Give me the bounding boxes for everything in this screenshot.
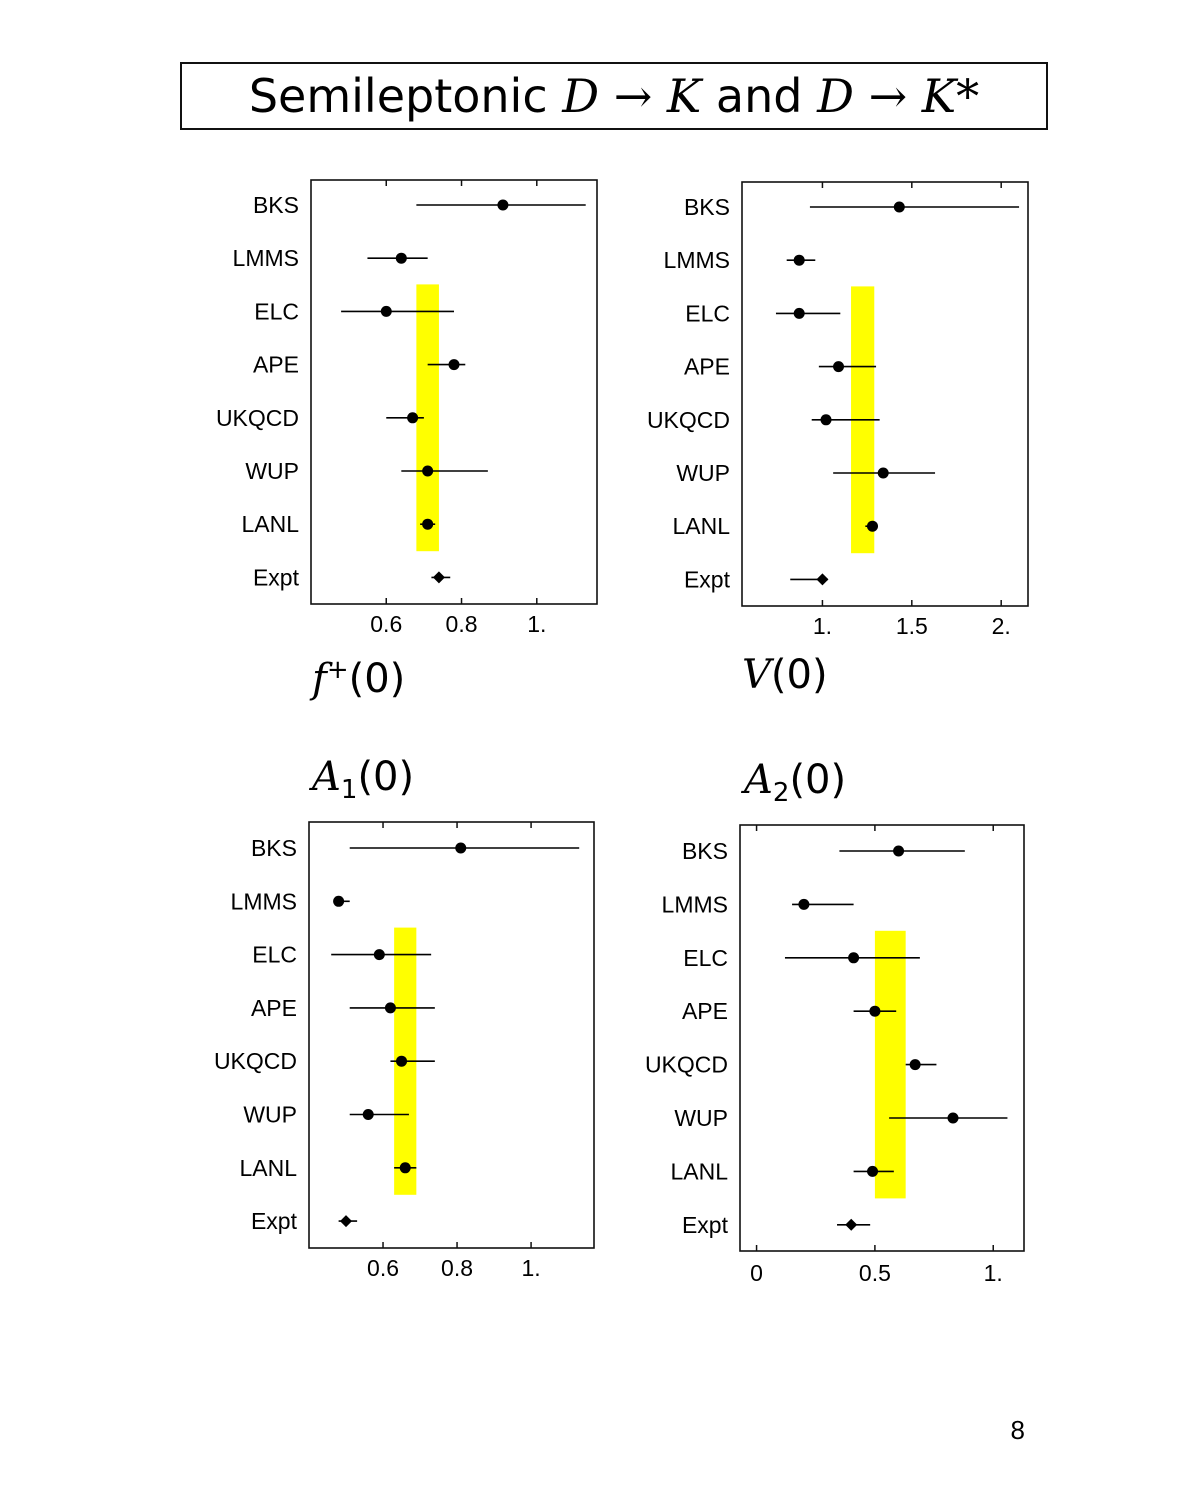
x-tick-label: 0.6: [370, 611, 402, 637]
data-point: [380, 305, 392, 317]
axis-variable-label: A2(0): [740, 757, 846, 808]
reference-band: [874, 930, 906, 1199]
title-conj: and: [715, 69, 803, 123]
x-tick-label: 0.6: [367, 1255, 399, 1281]
category-label: APE: [253, 352, 299, 378]
category-label: LMMS: [664, 247, 730, 273]
title-process-2: D → K*: [817, 69, 980, 123]
category-label: LANL: [672, 513, 730, 539]
category-label: WUP: [245, 458, 299, 484]
data-point: [448, 359, 460, 371]
category-label: APE: [682, 998, 728, 1024]
category-label: UKQCD: [645, 1052, 728, 1078]
plot-frame: [310, 179, 598, 605]
data-point: [432, 571, 445, 584]
data-point: [893, 845, 905, 857]
data-point: [373, 949, 385, 961]
title-process-1: D → K: [562, 69, 702, 123]
category-label: ELC: [683, 945, 728, 971]
category-label: ELC: [252, 942, 297, 968]
data-point: [909, 1059, 921, 1071]
data-point: [947, 1112, 959, 1124]
x-tick-label: 2.: [992, 613, 1011, 639]
title-prefix: Semileptonic: [248, 69, 548, 123]
data-point: [866, 520, 878, 532]
x-tick-label: 1.: [521, 1255, 540, 1281]
plot-frame: [739, 824, 1025, 1252]
category-label: LMMS: [662, 891, 728, 917]
category-label: LMMS: [233, 245, 299, 271]
x-tick-label: 1.: [813, 613, 832, 639]
category-label: WUP: [243, 1102, 297, 1128]
data-point: [893, 201, 905, 213]
category-label: Expt: [682, 1212, 729, 1238]
data-point: [820, 414, 832, 426]
reference-band: [416, 284, 439, 552]
category-label: LANL: [239, 1155, 297, 1181]
data-point: [877, 467, 889, 479]
category-label: ELC: [685, 300, 730, 326]
category-label: ELC: [254, 298, 299, 324]
x-tick-label: 1.: [527, 611, 546, 637]
data-point: [422, 465, 434, 477]
category-label: UKQCD: [216, 405, 299, 431]
x-tick-label: 0.5: [859, 1260, 891, 1286]
axis-variable-label: f+(0): [309, 655, 405, 702]
category-label: LMMS: [231, 888, 297, 914]
x-tick-label: 1.5: [896, 613, 928, 639]
category-label: UKQCD: [647, 407, 730, 433]
data-point: [869, 1005, 881, 1017]
x-tick-label: 0.8: [446, 611, 478, 637]
category-label: BKS: [684, 194, 730, 220]
data-point: [407, 412, 419, 424]
axis-variable-label: A1(0): [308, 754, 414, 805]
data-point: [497, 199, 509, 211]
page-number: 8: [1010, 1415, 1025, 1445]
data-point: [848, 952, 860, 964]
axis-variable-label: V(0): [742, 652, 828, 698]
x-tick-label: 0: [750, 1260, 763, 1286]
category-label: Expt: [251, 1208, 298, 1234]
data-point: [867, 1165, 879, 1177]
data-point: [793, 307, 805, 319]
panel-0: 0.6 0.8 1. BKS LMMS ELC APE UKQCD WUP LANL Expt f+(…: [216, 179, 598, 702]
data-point: [399, 1162, 411, 1174]
category-label: LANL: [241, 511, 299, 537]
page-title: Semileptonic D → K and D → K*: [249, 69, 979, 123]
category-label: WUP: [676, 460, 730, 486]
data-point: [422, 518, 434, 530]
x-tick-label: 1.: [984, 1260, 1003, 1286]
panel-3: 0 0.5 1. BKS LMMS ELC APE UKQCD WUP LANL Expt A2(0): [645, 757, 1025, 1286]
category-label: BKS: [253, 192, 299, 218]
title-box: Semileptonic D → K and D → K*: [180, 62, 1048, 130]
data-point: [340, 1215, 353, 1228]
data-point: [833, 361, 845, 373]
category-label: UKQCD: [214, 1048, 297, 1074]
category-label: WUP: [674, 1105, 728, 1131]
plot-frame: [308, 821, 595, 1249]
data-point: [816, 573, 829, 586]
category-label: BKS: [251, 835, 297, 861]
panel-1: 1. 1.5 2. BKS LMMS ELC APE UKQCD WUP LANL Expt V(0): [647, 181, 1029, 698]
x-tick-label: 0.8: [441, 1255, 473, 1281]
data-point: [384, 1002, 396, 1014]
category-label: LANL: [670, 1158, 728, 1184]
data-point: [395, 252, 407, 264]
data-point: [362, 1109, 374, 1120]
data-point: [396, 1055, 408, 1067]
category-label: APE: [251, 995, 297, 1021]
category-label: APE: [684, 354, 730, 380]
category-label: Expt: [684, 566, 731, 592]
category-label: Expt: [253, 564, 300, 590]
panel-2: 0.6 0.8 1. BKS LMMS ELC APE UKQCD WUP LANL Expt A1(…: [214, 754, 595, 1281]
data-point: [455, 842, 467, 854]
data-point: [793, 254, 805, 266]
plot-frame: [741, 181, 1029, 607]
data-point: [845, 1218, 858, 1231]
data-point: [333, 895, 345, 907]
category-label: BKS: [682, 838, 728, 864]
data-point: [798, 898, 810, 910]
